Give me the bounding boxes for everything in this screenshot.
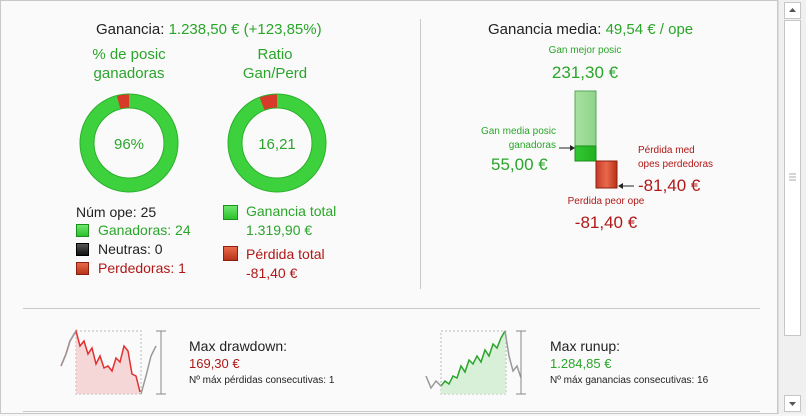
vertical-divider (420, 19, 421, 289)
perdida-peor-value: -81,40 € (574, 213, 638, 232)
donut-ratio-title-line2: Gan/Perd (242, 65, 308, 82)
drawdown-line (60, 329, 141, 393)
donut-ratio-center: 16,21 (258, 136, 296, 153)
scroll-up-button[interactable] (784, 2, 801, 19)
scroll-grip-icon (789, 173, 796, 181)
donut-ratio-title: Ratio Gan/Perd (205, 45, 345, 83)
runup-detail: Nº máx ganancias consecutivas: 16 (550, 375, 709, 386)
neutras-count: Neutras: 0 (98, 241, 163, 257)
donut-winners-title: % de posic ganadoras (59, 45, 199, 83)
donut-winners: 96% (79, 93, 179, 193)
avg-loss-arrowhead (618, 183, 623, 189)
perdida-med-label-line2: opes perdedoras (638, 159, 714, 170)
neutras-swatch (76, 243, 89, 256)
ganancia-value: 1.238,50 € (+123,85%) (168, 21, 322, 38)
ganancia-media-value: 49,54 € / ope (605, 21, 694, 38)
drawdown-value: 169,30 € (189, 356, 240, 371)
ganancia-media: Ganancia media: 49,54 € / ope (488, 21, 693, 38)
scroll-up-icon (789, 8, 796, 12)
num-ope: Núm ope: 25 (76, 204, 157, 220)
gan-media-label: Gan media posic ganadoras (456, 125, 556, 153)
donut-winners-title-line2: ganadoras (93, 65, 165, 82)
drawdown-sparkline (60, 329, 166, 395)
perdedoras-count: Perdedoras: 1 (98, 260, 186, 276)
ganancia-total-label: Ganancia total (246, 203, 337, 219)
vertical-scrollbar[interactable] (778, 0, 806, 414)
drawdown-area (76, 331, 141, 394)
avg-loss-bar (595, 160, 618, 189)
donut-winners-center: 96% (114, 136, 144, 153)
gan-media-value: 55,00 € (491, 155, 548, 174)
donut-ratio-inner-edge (241, 107, 313, 179)
runup-line (440, 330, 506, 387)
perdida-peor-label: Perdida peor ope (567, 196, 645, 207)
drawdown-label: Max drawdown: (189, 338, 288, 354)
ganadoras-count: Ganadoras: 24 (98, 222, 191, 238)
runup-post-line (504, 330, 522, 379)
drawdown-post-line (140, 345, 157, 395)
runup-value: 1.284,85 € (550, 356, 612, 371)
donut-winners-inner-edge (93, 107, 165, 179)
gan-mejor-label: Gan mejor posic (548, 45, 622, 56)
perdida-total-swatch (223, 246, 238, 261)
ganancia-summary: Ganancia: 1.238,50 € (+123,85%) (96, 21, 322, 38)
horizontal-divider (23, 308, 760, 309)
statistics-panel: Ganancia: 1.238,50 € (+123,85%) % de pos… (0, 0, 778, 414)
donut-winners-title-line1: % de posic (92, 46, 166, 63)
donut-ratio-title-line1: Ratio (257, 46, 293, 63)
runup-pre-line (425, 375, 442, 390)
runup-sparkline (425, 330, 526, 395)
runup-label: Max runup: (550, 338, 621, 354)
donut-ratio: 16,21 (227, 93, 327, 193)
donut-ratio-outer-edge (227, 93, 327, 193)
perdida-med-label-line1: Pérdida med (638, 145, 695, 156)
perdida-total-label: Pérdida total (246, 246, 325, 262)
perdida-total-value: -81,40 € (246, 265, 298, 281)
donut-winners-loss-segment (116, 94, 130, 110)
perdedoras-swatch (76, 262, 89, 275)
avg-gain-bar (574, 145, 597, 162)
bottom-divider (23, 411, 760, 412)
donut-winners-outer-edge (79, 93, 179, 193)
average-gain-bars (559, 90, 634, 189)
scroll-down-button[interactable] (784, 395, 801, 412)
gan-mejor-value: 231,30 € (551, 63, 619, 82)
avg-gain-arrowhead (570, 145, 575, 151)
donut-ratio-loss-segment (259, 94, 278, 111)
ganancia-total-swatch (223, 205, 238, 220)
ganancia-media-label: Ganancia media: (488, 21, 602, 38)
scroll-thumb[interactable] (784, 20, 801, 336)
gan-media-label-line2: ganadoras (508, 140, 556, 151)
ganancia-total-value: 1.319,90 € (246, 222, 313, 238)
perdida-med-label: Pérdida med opes perdedoras (638, 144, 713, 172)
gan-media-label-line1: Gan media posic (480, 126, 556, 137)
best-gain-bar (574, 90, 597, 147)
drawdown-detail: Nº máx pérdidas consecutivas: 1 (189, 375, 335, 386)
scroll-down-icon (789, 402, 796, 406)
drawdown-pre-line (60, 330, 77, 367)
ganancia-label: Ganancia: (96, 21, 165, 38)
perdida-med-value: -81,40 € (638, 176, 701, 195)
ganadoras-swatch (76, 224, 89, 237)
